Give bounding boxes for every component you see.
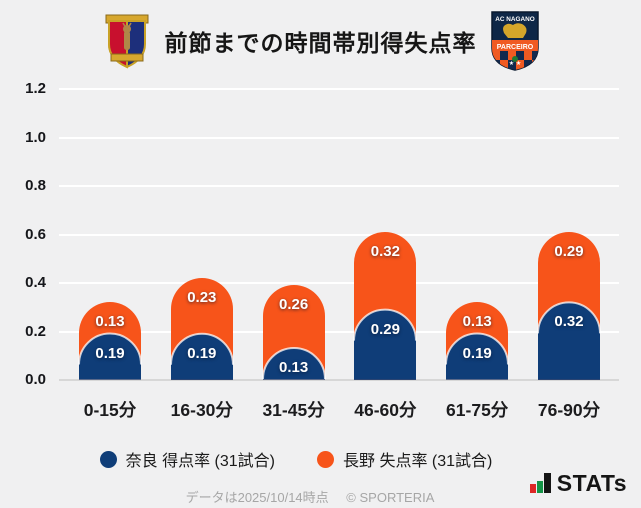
bar-dome-outline [445,333,510,365]
value-label-scored: 0.19 [187,344,217,362]
header: 前節までの時間帯別得失点率 AC NAGANO PARCEIRO ★ ★ [0,8,641,74]
legend: 奈良 得点率 (31試合) 長野 失点率 (31試合) [0,447,592,471]
stats-wordmark: STATs [556,470,627,496]
chart-title: 前節までの時間帯別得失点率 [164,30,477,56]
footer: データは2025/10/14時点 © SPORTERIA [0,487,620,506]
stacked-bar-group [169,278,234,380]
bar-segment-scored [538,302,600,380]
stacked-bar-group [353,232,418,380]
value-label-scored: 0.19 [462,344,492,362]
x-axis-label: 0-15分 [83,400,137,420]
legend-label: 長野 失点率 (31試合) [343,453,493,470]
value-label-scored: 0.32 [554,313,584,331]
y-gridline [59,282,619,284]
stats-logo: STATs [529,470,627,496]
stats-bar-chart-icon [529,473,551,496]
legend-marker-icon [317,450,334,468]
crest-top-text: AC NAGANO [495,16,534,23]
bar-dome-outline [169,333,234,365]
legend-item: 奈良 得点率 (31試合) [99,447,275,471]
bar-segment-scored [79,333,141,380]
x-axis-label: 61-75分 [446,400,509,420]
y-axis-tick-label: 1.0 [25,128,46,146]
y-axis-tick-label: 0.4 [25,274,46,291]
stacked-bar-group [537,232,601,380]
stacked-bar-group [261,285,326,380]
value-label-scored: 0.19 [95,344,125,362]
x-axis-label: 76-90分 [537,400,601,420]
y-axis-tick-label: 0.2 [25,322,46,340]
value-label-conceded: 0.23 [187,289,217,307]
stacked-bar-group [78,302,142,380]
ac-nagano-parceiro-crest-icon: AC NAGANO PARCEIRO ★ ★ [490,11,539,71]
value-label-scored: 0.29 [370,320,400,338]
crest-stars-icon: ★ ★ [508,60,520,67]
x-axis-label: 16-30分 [170,400,233,420]
bar-dome-outline [78,333,142,365]
y-gridline [59,330,619,333]
value-label-scored: 0.13 [278,359,309,377]
y-axis-tick-label: 0.8 [25,177,46,194]
value-label-conceded: 0.13 [462,313,492,331]
bar-segment-scored [262,348,325,380]
bar-dome-outline [537,301,601,334]
stacked-bar-group [445,302,510,380]
bar-dome-outline [353,308,418,341]
legend-item: 長野 失点率 (31試合) [317,447,492,471]
copyright: © SPORTERIA [346,490,435,505]
y-axis-tick-label: 0.6 [25,225,46,243]
x-axis-label: 46-60分 [354,400,417,420]
bar-dome-outline [261,347,326,380]
y-gridline [59,88,619,90]
x-axis-baseline [59,379,619,381]
value-label-conceded: 0.29 [554,243,584,261]
value-label-conceded: 0.13 [95,313,125,331]
crest-banner-text: PARCEIRO [496,44,533,51]
legend-marker-icon [99,450,117,468]
y-gridline [59,233,619,236]
bar-segment-scored [446,333,509,380]
x-axis-label: 31-45分 [262,400,325,420]
data-date-note: データは2025/10/14時点 [185,490,329,505]
bar-segment-scored [354,309,417,380]
y-axis-tick-label: 0.0 [25,371,46,388]
value-label-conceded: 0.26 [278,296,309,314]
nara-club-crest-icon [105,14,148,69]
bar-segment-scored [170,333,233,380]
y-gridline [59,185,619,187]
value-label-conceded: 0.32 [370,243,400,261]
legend-label: 奈良 得点率 (31試合) [125,453,275,470]
y-gridline [59,136,619,139]
y-axis-tick-label: 1.2 [25,80,46,97]
